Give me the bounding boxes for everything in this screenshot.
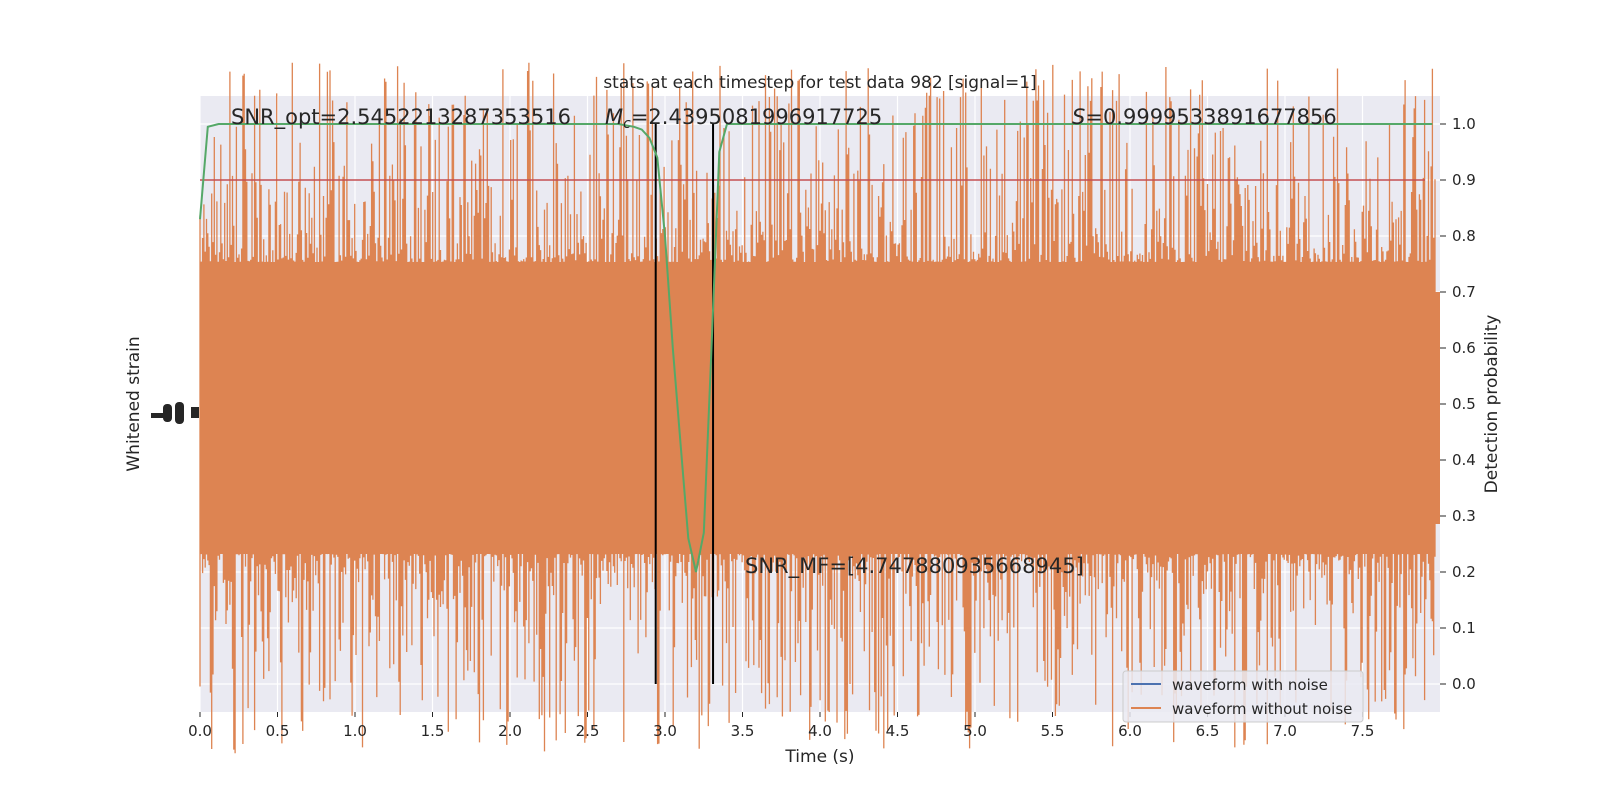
y-tick-label: 0.1 <box>1452 619 1476 637</box>
x-tick-label: 3.5 <box>731 722 755 740</box>
annotation-mc: Mc=2.4395081996917725 <box>605 105 882 132</box>
y-tick-label: 0.4 <box>1452 451 1476 469</box>
x-tick-label: 1.0 <box>343 722 367 740</box>
y-tick-label: 0.5 <box>1452 395 1476 413</box>
y-tick-labels-right: 0.0 0.1 0.2 0.3 0.4 0.5 0.6 0.7 0.8 0.9 1.0 <box>1440 115 1476 693</box>
annotation-snr-opt: SNR_opt=2.5452213287353516 <box>231 105 571 130</box>
x-tick-label: 2.5 <box>576 722 600 740</box>
y-tick-label: 0.0 <box>1452 675 1476 693</box>
noise-band <box>199 62 1440 754</box>
x-tick-label: 0.5 <box>266 722 290 740</box>
x-tick-label: 2.0 <box>498 722 522 740</box>
x-tick-label: 4.5 <box>886 722 910 740</box>
left-axis-ticks <box>151 402 199 424</box>
probability-line <box>199 123 1433 573</box>
y-tick-label: 0.3 <box>1452 507 1476 525</box>
annotation-mc-symbol: M <box>605 105 623 129</box>
legend-label-without-noise: waveform without noise <box>1172 700 1352 718</box>
y-axis-label-right: Detection probability <box>1482 315 1502 494</box>
y-tick-label: 1.0 <box>1452 115 1476 133</box>
x-tick-labels: 0.0 0.5 1.0 1.5 2.0 2.5 3.0 3.5 4.0 4.5 5.0 5.5 6.0 6… <box>188 712 1374 740</box>
x-tick-label: 5.0 <box>963 722 987 740</box>
x-tick-label: 7.5 <box>1351 722 1375 740</box>
annotation-snr-mf: SNR_MF=[4.747880935668945] <box>745 554 1084 579</box>
x-tick-label: 4.0 <box>808 722 832 740</box>
annotation-s: S=0.9999533891677856 <box>1072 105 1337 129</box>
x-tick-label: 3.0 <box>653 722 677 740</box>
left-tick-mark <box>175 402 184 424</box>
annotation-s-symbol: S <box>1072 105 1085 129</box>
y-tick-label: 0.6 <box>1452 339 1476 357</box>
y-tick-label: 0.8 <box>1452 227 1476 245</box>
noise-spikes <box>199 62 1436 754</box>
x-tick-label: 7.0 <box>1273 722 1297 740</box>
legend-label-with-noise: waveform with noise <box>1172 676 1328 694</box>
event-lines <box>654 124 715 684</box>
left-tick-mark <box>191 407 199 418</box>
legend-box <box>1122 670 1364 723</box>
x-tick-label: 0.0 <box>188 722 212 740</box>
x-axis-label: Time (s) <box>784 747 854 767</box>
probability-line-group <box>199 123 1433 573</box>
x-tick-label: 6.0 <box>1118 722 1142 740</box>
annotation-s-value: =0.9999533891677856 <box>1085 105 1336 129</box>
y-tick-label: 0.7 <box>1452 283 1476 301</box>
left-tick-mark <box>163 404 172 422</box>
annotation-mc-value: =2.4395081996917725 <box>631 105 882 129</box>
x-tick-label: 5.5 <box>1041 722 1065 740</box>
legend: waveform with noise waveform without noi… <box>1122 670 1364 723</box>
x-tick-label: 1.5 <box>421 722 445 740</box>
annotation-mc-sub: c <box>623 116 631 132</box>
chart-title: stats at each timestep for test data 982… <box>603 73 1036 93</box>
y-tick-label: 0.9 <box>1452 171 1476 189</box>
y-tick-label: 0.2 <box>1452 563 1476 581</box>
left-tick-mark <box>151 413 165 418</box>
x-tick-label: 6.5 <box>1196 722 1220 740</box>
y-axis-label-left: Whitened strain <box>124 336 144 471</box>
